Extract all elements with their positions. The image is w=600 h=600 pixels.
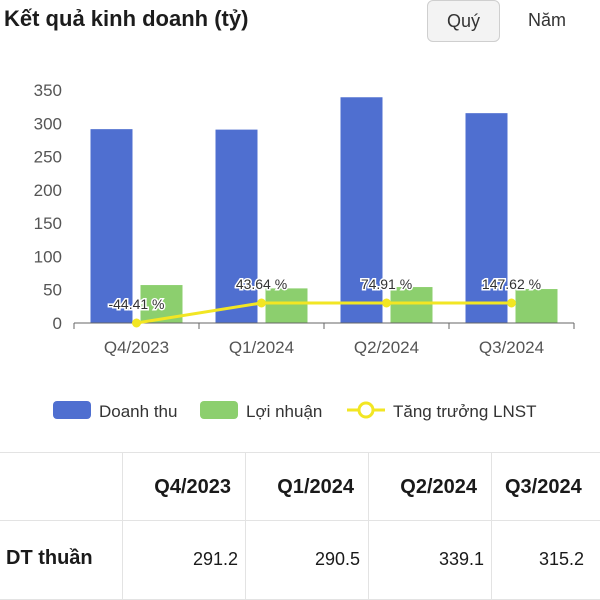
growth-point xyxy=(132,318,141,328)
x-tick-label: Q2/2024 xyxy=(354,338,419,357)
x-tick-label: Q1/2024 xyxy=(229,338,294,357)
bar-profit xyxy=(515,289,558,323)
growth-data-label: 74.91 % xyxy=(361,276,412,292)
y-tick-label: 50 xyxy=(43,281,62,300)
column-header-q1-2024: Q1/2024 xyxy=(277,476,354,498)
table-cell: 291.2 xyxy=(192,549,238,569)
legend-item-revenue[interactable]: Doanh thu xyxy=(53,401,177,421)
table-divider xyxy=(0,452,600,453)
legend-label-growth: Tăng trưởng LNST xyxy=(393,402,536,421)
x-axis: Q4/2023 Q1/2024 Q2/2024 Q3/2024 xyxy=(73,322,575,357)
y-tick-label: 250 xyxy=(34,148,62,167)
growth-line-path xyxy=(136,301,512,325)
table-column-divider xyxy=(245,452,246,600)
table-cell: 339.1 xyxy=(438,549,484,569)
legend-item-growth[interactable]: Tăng trưởng LNST xyxy=(347,401,536,421)
growth-point xyxy=(382,298,391,308)
growth-data-label: 147.62 % xyxy=(482,276,541,292)
bar-profit xyxy=(265,288,308,323)
legend: Doanh thu Lợi nhuận Tăng trưởng LNST xyxy=(53,401,536,421)
bars xyxy=(90,97,558,323)
business-results-chart: 0 50 100 150 200 250 300 350 Q4/2023 Q1/2024 Q2/2… xyxy=(34,81,575,421)
growth-data-label: -44.41 % xyxy=(108,296,164,312)
legend-item-profit[interactable]: Lợi nhuận xyxy=(200,401,322,421)
bar-revenue xyxy=(215,129,258,323)
tab-quarter[interactable]: Quý xyxy=(427,0,500,42)
table-cell: 315.2 xyxy=(539,549,585,569)
legend-swatch-profit xyxy=(200,401,238,419)
column-header-q2-2024: Q2/2024 xyxy=(400,476,477,498)
legend-swatch-growth-marker xyxy=(357,401,375,419)
x-tick-label: Q3/2024 xyxy=(479,338,544,357)
y-tick-label: 0 xyxy=(53,314,62,333)
y-tick-label: 100 xyxy=(34,247,62,266)
legend-label-revenue: Doanh thu xyxy=(99,402,177,421)
page-title: Kết quả kinh doanh (tỷ) xyxy=(4,6,249,31)
table-divider xyxy=(0,520,600,521)
growth-point xyxy=(257,298,266,308)
tab-year[interactable]: Năm xyxy=(527,10,566,30)
financial-table: Q4/2023 Q1/2024 Q2/2024 Q3/2024 DT thuần… xyxy=(0,452,600,600)
bar-revenue xyxy=(465,113,508,323)
growth-line: -44.41 % 43.64 % 74.91 % 147.62 % xyxy=(107,275,543,328)
column-header-q3-2024: Q3/2024 xyxy=(505,476,582,498)
y-tick-label: 200 xyxy=(34,181,62,200)
table-column-divider xyxy=(122,452,123,600)
y-tick-label: 350 xyxy=(34,81,62,100)
bar-revenue xyxy=(90,129,133,323)
y-tick-label: 150 xyxy=(34,214,62,233)
table-column-divider xyxy=(491,452,492,600)
y-axis: 0 50 100 150 200 250 300 350 xyxy=(34,81,62,333)
growth-point xyxy=(507,298,516,308)
legend-label-profit: Lợi nhuận xyxy=(246,402,322,421)
bar-profit xyxy=(390,287,433,323)
y-tick-label: 300 xyxy=(34,114,62,133)
table-cell: 290.5 xyxy=(314,549,360,569)
legend-swatch-revenue xyxy=(53,401,91,419)
x-tick-label: Q4/2023 xyxy=(104,338,169,357)
column-header-q4-2023: Q4/2023 xyxy=(154,476,231,498)
growth-data-label: 43.64 % xyxy=(236,276,287,292)
period-toggle: Quý Năm xyxy=(427,0,600,44)
table-column-divider xyxy=(368,452,369,600)
row-label-dt-thuan: DT thuần xyxy=(6,547,93,569)
bar-revenue xyxy=(340,97,383,323)
header: Kết quả kinh doanh (tỷ) Quý Năm xyxy=(0,0,600,44)
